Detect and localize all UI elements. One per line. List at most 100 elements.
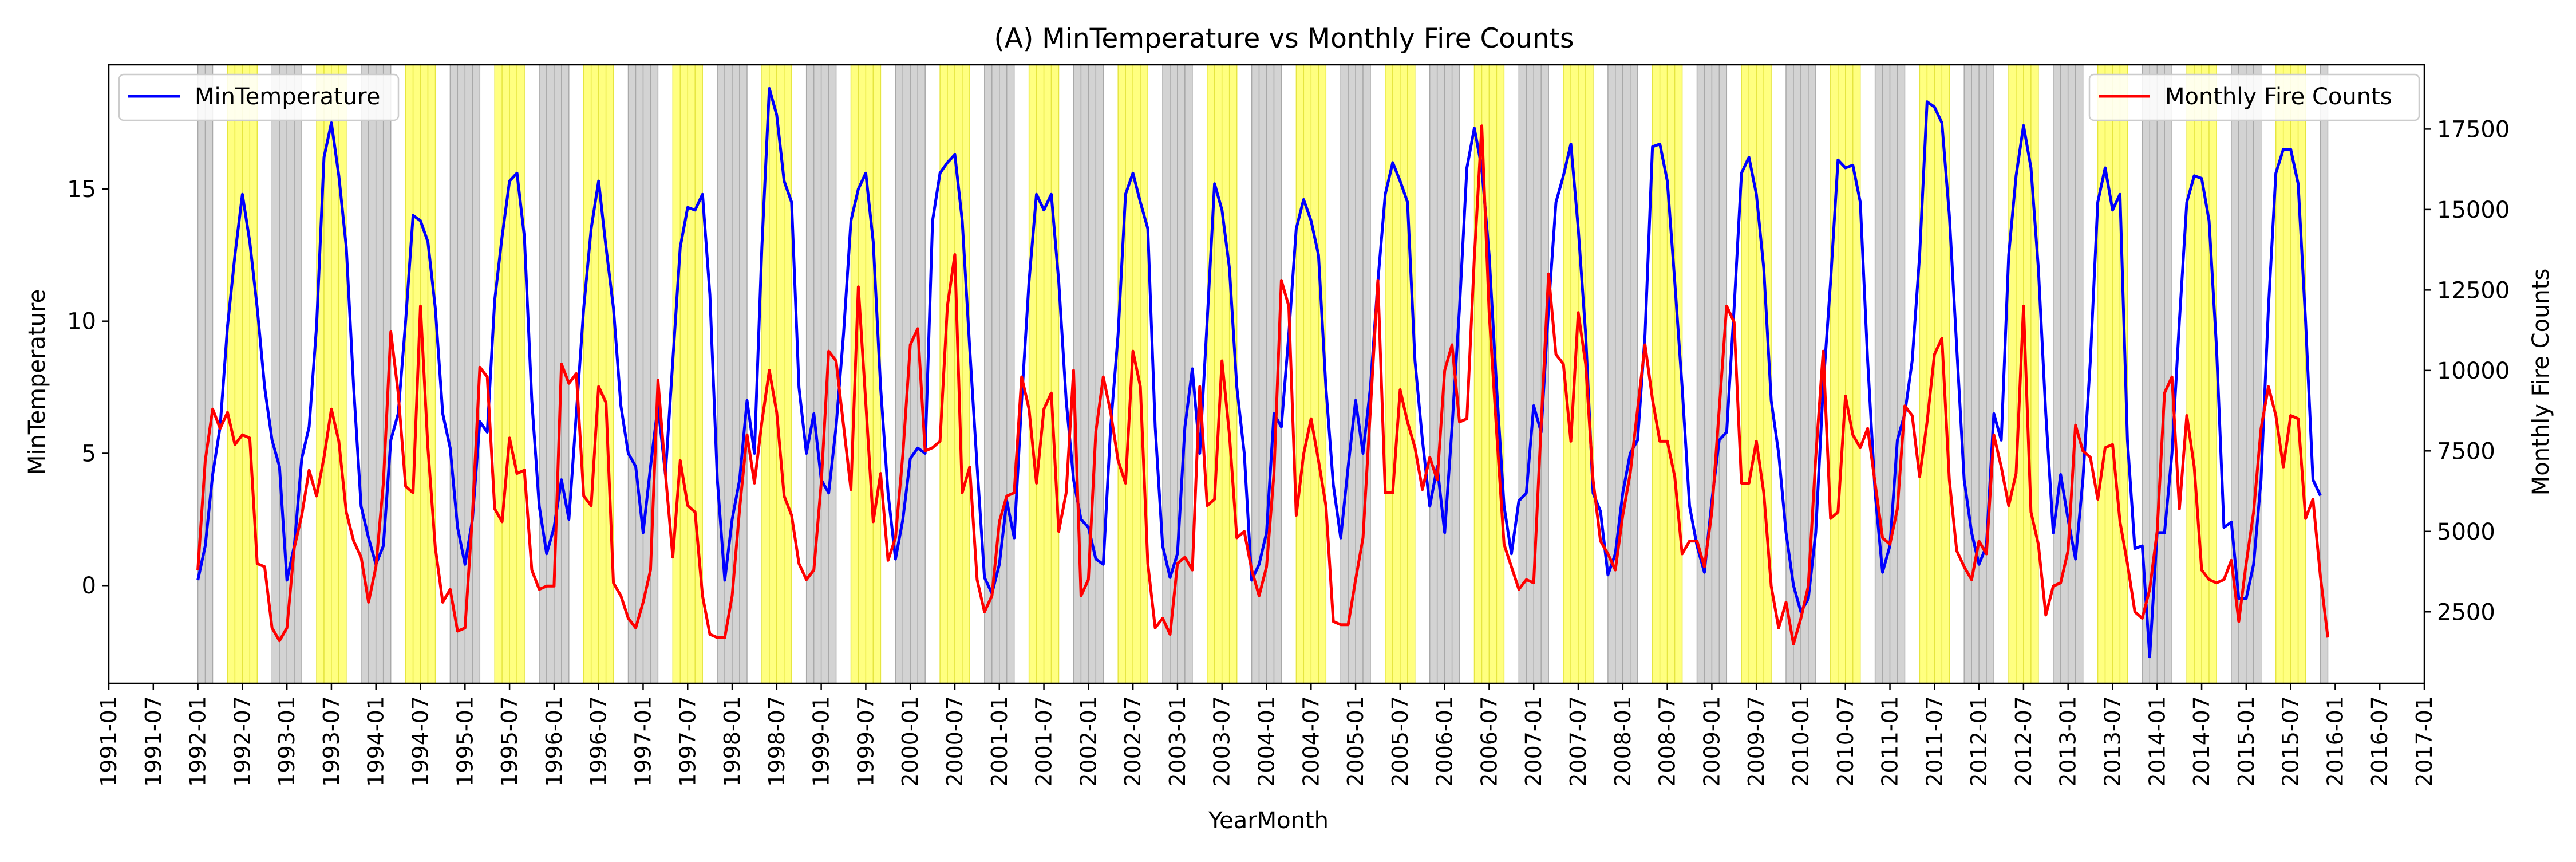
season-band xyxy=(717,64,725,684)
series-min-temperature-line xyxy=(196,87,2322,659)
y-right-tick-label: 12500 xyxy=(2437,277,2510,304)
season-band xyxy=(784,64,792,684)
season-band xyxy=(509,64,517,684)
season-band xyxy=(294,64,302,684)
x-tick-label: 2008-07 xyxy=(1655,696,1680,787)
season-band xyxy=(1666,64,1676,684)
season-band xyxy=(227,64,236,684)
x-tick-label: 2014-01 xyxy=(2144,696,2170,787)
season-band xyxy=(739,64,748,684)
x-axis: 1991-01 1991-07 1992-01 1992-07 1993-01 1993-… xyxy=(96,683,2437,787)
season-band xyxy=(635,64,644,684)
legend-right-label: Monthly Fire Counts xyxy=(2165,84,2392,110)
season-band xyxy=(910,64,918,684)
legend-left: MinTemperature xyxy=(118,73,400,121)
season-band xyxy=(375,64,384,684)
season-band xyxy=(590,64,599,684)
season-band xyxy=(672,64,681,684)
series-layer xyxy=(196,87,2329,659)
season-band xyxy=(1785,64,1794,684)
season-band xyxy=(2208,64,2217,684)
season-band xyxy=(1607,64,1616,684)
season-band xyxy=(1615,64,1623,684)
x-tick-label: 2009-07 xyxy=(1744,696,1769,787)
season-band xyxy=(1630,64,1638,684)
x-tick-label: 2015-07 xyxy=(2278,696,2304,787)
season-band xyxy=(1526,64,1535,684)
season-band xyxy=(279,64,287,684)
x-tick-label: 2006-07 xyxy=(1476,696,1502,787)
season-band xyxy=(865,64,874,684)
y-left-tick-label: 0 xyxy=(82,573,96,599)
season-band xyxy=(1385,64,1393,684)
season-band xyxy=(1963,64,1972,684)
season-band xyxy=(1177,64,1186,684)
season-band xyxy=(627,64,637,684)
season-band xyxy=(457,64,466,684)
x-tick-label: 1997-07 xyxy=(675,696,700,787)
y-axis-right: 2500 5000 7500 10000 12500 15000 17500 xyxy=(2424,116,2510,625)
season-band xyxy=(1006,64,1015,684)
season-band xyxy=(1704,64,1713,684)
season-band xyxy=(687,64,696,684)
season-band xyxy=(1303,64,1312,684)
season-band xyxy=(1852,64,1861,684)
season-band xyxy=(1897,64,1906,684)
season-band xyxy=(2060,64,2069,684)
x-tick-label: 1999-07 xyxy=(853,696,878,787)
season-band xyxy=(494,64,503,684)
x-tick-label: 1997-01 xyxy=(631,696,656,787)
x-tick-label: 2001-01 xyxy=(987,696,1012,787)
x-tick-label: 2004-01 xyxy=(1254,696,1279,787)
x-tick-label: 1995-07 xyxy=(497,696,522,787)
x-tick-label: 2007-07 xyxy=(1566,696,1591,787)
season-band xyxy=(2201,64,2210,684)
legend-left-box xyxy=(118,73,400,121)
y-axis-left: 0 5 10 15 xyxy=(67,176,109,599)
x-tick-label: 1995-01 xyxy=(452,696,477,787)
chart-title: (A) MinTemperature vs Monthly Fire Count… xyxy=(994,23,1574,54)
x-tick-label: 2007-01 xyxy=(1521,696,1546,787)
season-band xyxy=(2067,64,2076,684)
season-band xyxy=(2008,64,2017,684)
season-band xyxy=(2075,64,2084,684)
season-band xyxy=(724,64,733,684)
x-tick-label: 2004-07 xyxy=(1298,696,1323,787)
x-tick-label: 2015-01 xyxy=(2234,696,2259,787)
season-band xyxy=(1756,64,1764,684)
x-tick-label: 1994-01 xyxy=(364,696,389,787)
x-tick-label: 1998-01 xyxy=(720,696,745,787)
season-band xyxy=(516,64,525,684)
season-band xyxy=(999,64,1008,684)
season-band xyxy=(1266,64,1275,684)
season-band xyxy=(539,64,547,684)
season-band xyxy=(1400,64,1408,684)
season-band xyxy=(2112,64,2121,684)
x-tick-label: 2000-01 xyxy=(898,696,923,787)
season-band xyxy=(501,64,510,684)
season-band xyxy=(1140,64,1148,684)
legend-right: Monthly Fire Counts xyxy=(2088,73,2420,121)
season-band xyxy=(1088,64,1097,684)
season-band xyxy=(405,64,414,684)
x-tick-label: 2003-01 xyxy=(1165,696,1190,787)
x-tick-label: 2005-01 xyxy=(1343,696,1368,787)
x-tick-label: 2002-07 xyxy=(1120,696,1145,787)
season-band xyxy=(598,64,607,684)
season-band xyxy=(813,64,822,684)
season-band xyxy=(197,64,206,684)
y-right-tick-label: 10000 xyxy=(2437,358,2510,384)
season-band xyxy=(1971,64,1980,684)
x-tick-label: 2001-07 xyxy=(1032,696,1057,787)
season-band xyxy=(1652,64,1661,684)
x-tick-label: 2016-01 xyxy=(2322,696,2348,787)
season-band xyxy=(2156,64,2166,684)
season-band xyxy=(1407,64,1416,684)
season-band xyxy=(650,64,659,684)
season-band xyxy=(1874,64,1883,684)
season-band xyxy=(1496,64,1505,684)
season-band xyxy=(605,64,614,684)
season-band xyxy=(1882,64,1891,684)
x-tick-label: 2014-07 xyxy=(2189,696,2214,787)
